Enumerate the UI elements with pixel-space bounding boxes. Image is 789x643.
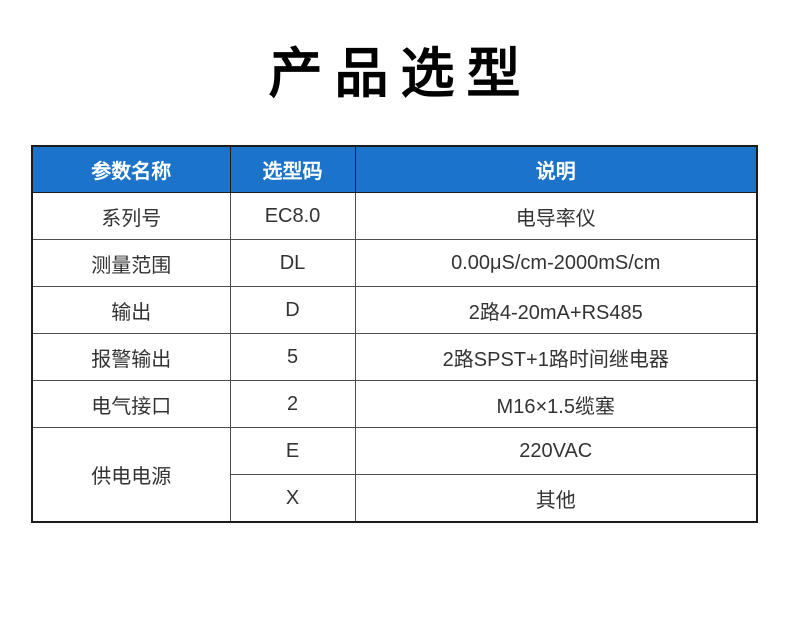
param-name-cell-merged: 供电电源 [31, 427, 231, 523]
selection-code-cell: DL [229, 239, 356, 287]
table-row-output: 输出 D 2路4-20mA+RS485 [31, 286, 758, 334]
table-header-row: 参数名称 选型码 说明 [31, 145, 758, 193]
description-cell: 2路4-20mA+RS485 [354, 286, 758, 334]
param-name-cell: 电气接口 [31, 380, 231, 428]
description-cell: 0.00μS/cm-2000mS/cm [354, 239, 758, 287]
param-name-cell: 系列号 [31, 192, 231, 240]
table-row-measure-range: 测量范围 DL 0.00μS/cm-2000mS/cm [31, 239, 758, 287]
param-name-cell: 报警输出 [31, 333, 231, 381]
param-name-cell: 测量范围 [31, 239, 231, 287]
header-param-name: 参数名称 [31, 145, 231, 193]
table-row-power-supply-x: X 其他 [32, 474, 758, 523]
header-selection-code: 选型码 [229, 145, 356, 193]
selection-code-cell: E [229, 427, 356, 475]
table-row-alarm-output: 报警输出 5 2路SPST+1路时间继电器 [31, 333, 758, 381]
table-row-power-supply-e: 供电电源 E 220VAC [31, 427, 758, 523]
table-row-electrical-interface: 电气接口 2 M16×1.5缆塞 [31, 380, 758, 428]
selection-code-cell: D [229, 286, 356, 334]
product-selection-table: 参数名称 选型码 说明 系列号 EC8.0 电导率仪 测量范围 DL 0.00μ… [31, 145, 758, 523]
description-cell: M16×1.5缆塞 [354, 380, 758, 428]
page: 产品选型 参数名称 选型码 说明 系列号 EC8.0 电导率仪 测量范围 DL … [0, 42, 789, 643]
description-cell: 电导率仪 [354, 192, 758, 240]
header-description: 说明 [354, 145, 758, 193]
page-title: 产品选型 [268, 44, 533, 104]
description-cell: 220VAC [354, 427, 758, 475]
description-cell: 其他 [354, 474, 758, 523]
param-name-cell: 输出 [31, 286, 231, 334]
selection-code-cell: X [229, 474, 356, 523]
selection-code-cell: 2 [229, 380, 356, 428]
selection-code-cell: 5 [229, 333, 356, 381]
selection-code-cell: EC8.0 [229, 192, 356, 240]
description-cell: 2路SPST+1路时间继电器 [354, 333, 758, 381]
table-row-series: 系列号 EC8.0 电导率仪 [31, 192, 758, 240]
